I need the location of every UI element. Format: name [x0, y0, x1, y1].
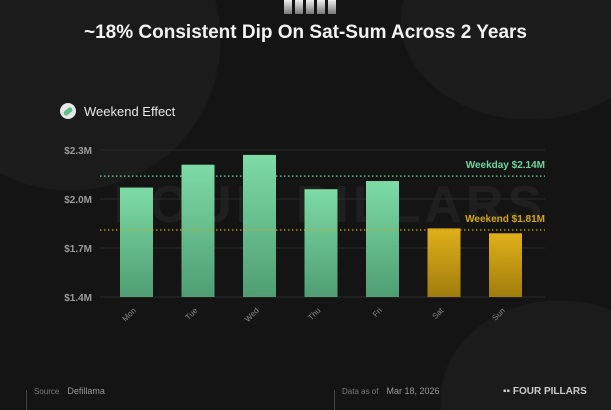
y-tick-label: $2.0M — [64, 195, 92, 206]
divider — [26, 390, 27, 410]
bar-thu — [304, 189, 338, 297]
chart-subtitle: Weekend Effect — [60, 103, 175, 119]
source-value: Defillama — [67, 386, 105, 396]
bar-sun — [489, 233, 522, 297]
bar-fri — [366, 181, 399, 297]
divider — [334, 390, 335, 410]
x-tick-label: Sat — [431, 306, 446, 321]
footer-date: Data as of Mar 18, 2026 — [342, 386, 440, 396]
brand-logo: ▪▪ FOUR PILLARS — [503, 386, 587, 397]
x-tick-label: Mon — [121, 306, 138, 323]
x-tick-label: Wed — [243, 306, 261, 324]
subtitle-text: Weekend Effect — [84, 103, 176, 119]
y-tick-label: $1.7M — [64, 244, 92, 255]
footer-source: Source Defillama — [34, 386, 105, 396]
y-tick-label: $2.3M — [64, 146, 92, 157]
brand-text: FOUR PILLARS — [512, 386, 587, 397]
reference-label-weekday: Weekday $2.14M — [466, 160, 545, 171]
bar-wed — [243, 154, 276, 297]
bar-mon — [120, 187, 153, 297]
x-tick-label: Thu — [306, 306, 322, 322]
date-value: Mar 18, 2026 — [386, 386, 440, 396]
source-label: Source — [34, 386, 60, 396]
x-tick-label: Tue — [184, 306, 200, 322]
reference-label-weekend: Weekend $1.81M — [465, 214, 545, 225]
x-tick-label: Fri — [371, 306, 384, 319]
top-logo — [284, 0, 336, 14]
bar-tue — [181, 164, 215, 297]
x-tick-label: Sun — [490, 306, 506, 322]
y-tick-label: $1.4M — [64, 293, 92, 304]
pill-icon — [60, 103, 76, 119]
date-label: Data as of — [342, 386, 379, 396]
bar-sat — [427, 228, 461, 297]
page-title: ~18% Consistent Dip On Sat-Sum Across 2 … — [84, 22, 527, 43]
